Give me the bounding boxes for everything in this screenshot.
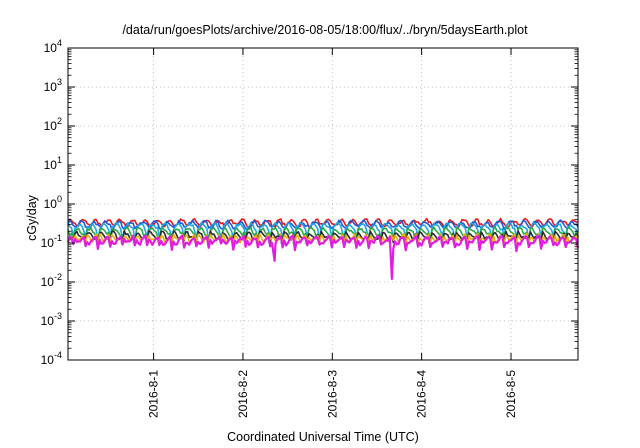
series-line — [66, 234, 580, 280]
x-tick-label: 2016-8-1 — [147, 370, 161, 418]
chart-title: /data/run/goesPlots/archive/2016-08-05/1… — [122, 23, 528, 37]
y-tick-label: 10-3 — [41, 311, 62, 328]
series-line — [67, 232, 579, 247]
y-tick-label: 100 — [44, 194, 62, 211]
x-tick-labels: 2016-8-1 2016-8-2 2016-8-3 2016-8-4 2016-8-5 — [147, 370, 518, 418]
y-tick-label: 10-2 — [41, 272, 62, 289]
x-tick-label: 2016-8-2 — [236, 370, 250, 418]
y-tick-label: 104 — [44, 38, 62, 55]
y-tick-label: 10-1 — [41, 233, 62, 250]
x-axis-label: Coordinated Universal Time (UTC) — [227, 430, 419, 444]
y-tick-label: 103 — [44, 77, 62, 94]
y-tick-label: 101 — [44, 155, 62, 172]
series-layer — [66, 217, 580, 280]
y-tick-label: 10-4 — [41, 350, 62, 367]
x-tick-label: 2016-8-3 — [325, 370, 339, 418]
y-tick-labels: 10-4 10-3 10-2 10-1 100 101 102 103 104 — [41, 38, 62, 367]
series-line — [67, 226, 579, 245]
ticks — [68, 47, 578, 361]
y-tick-label: 102 — [44, 116, 62, 133]
grid — [68, 48, 578, 360]
x-tick-label: 2016-8-4 — [415, 370, 429, 418]
y-axis-label: cGy/day — [25, 194, 39, 241]
x-tick-label: 2016-8-5 — [504, 370, 518, 418]
